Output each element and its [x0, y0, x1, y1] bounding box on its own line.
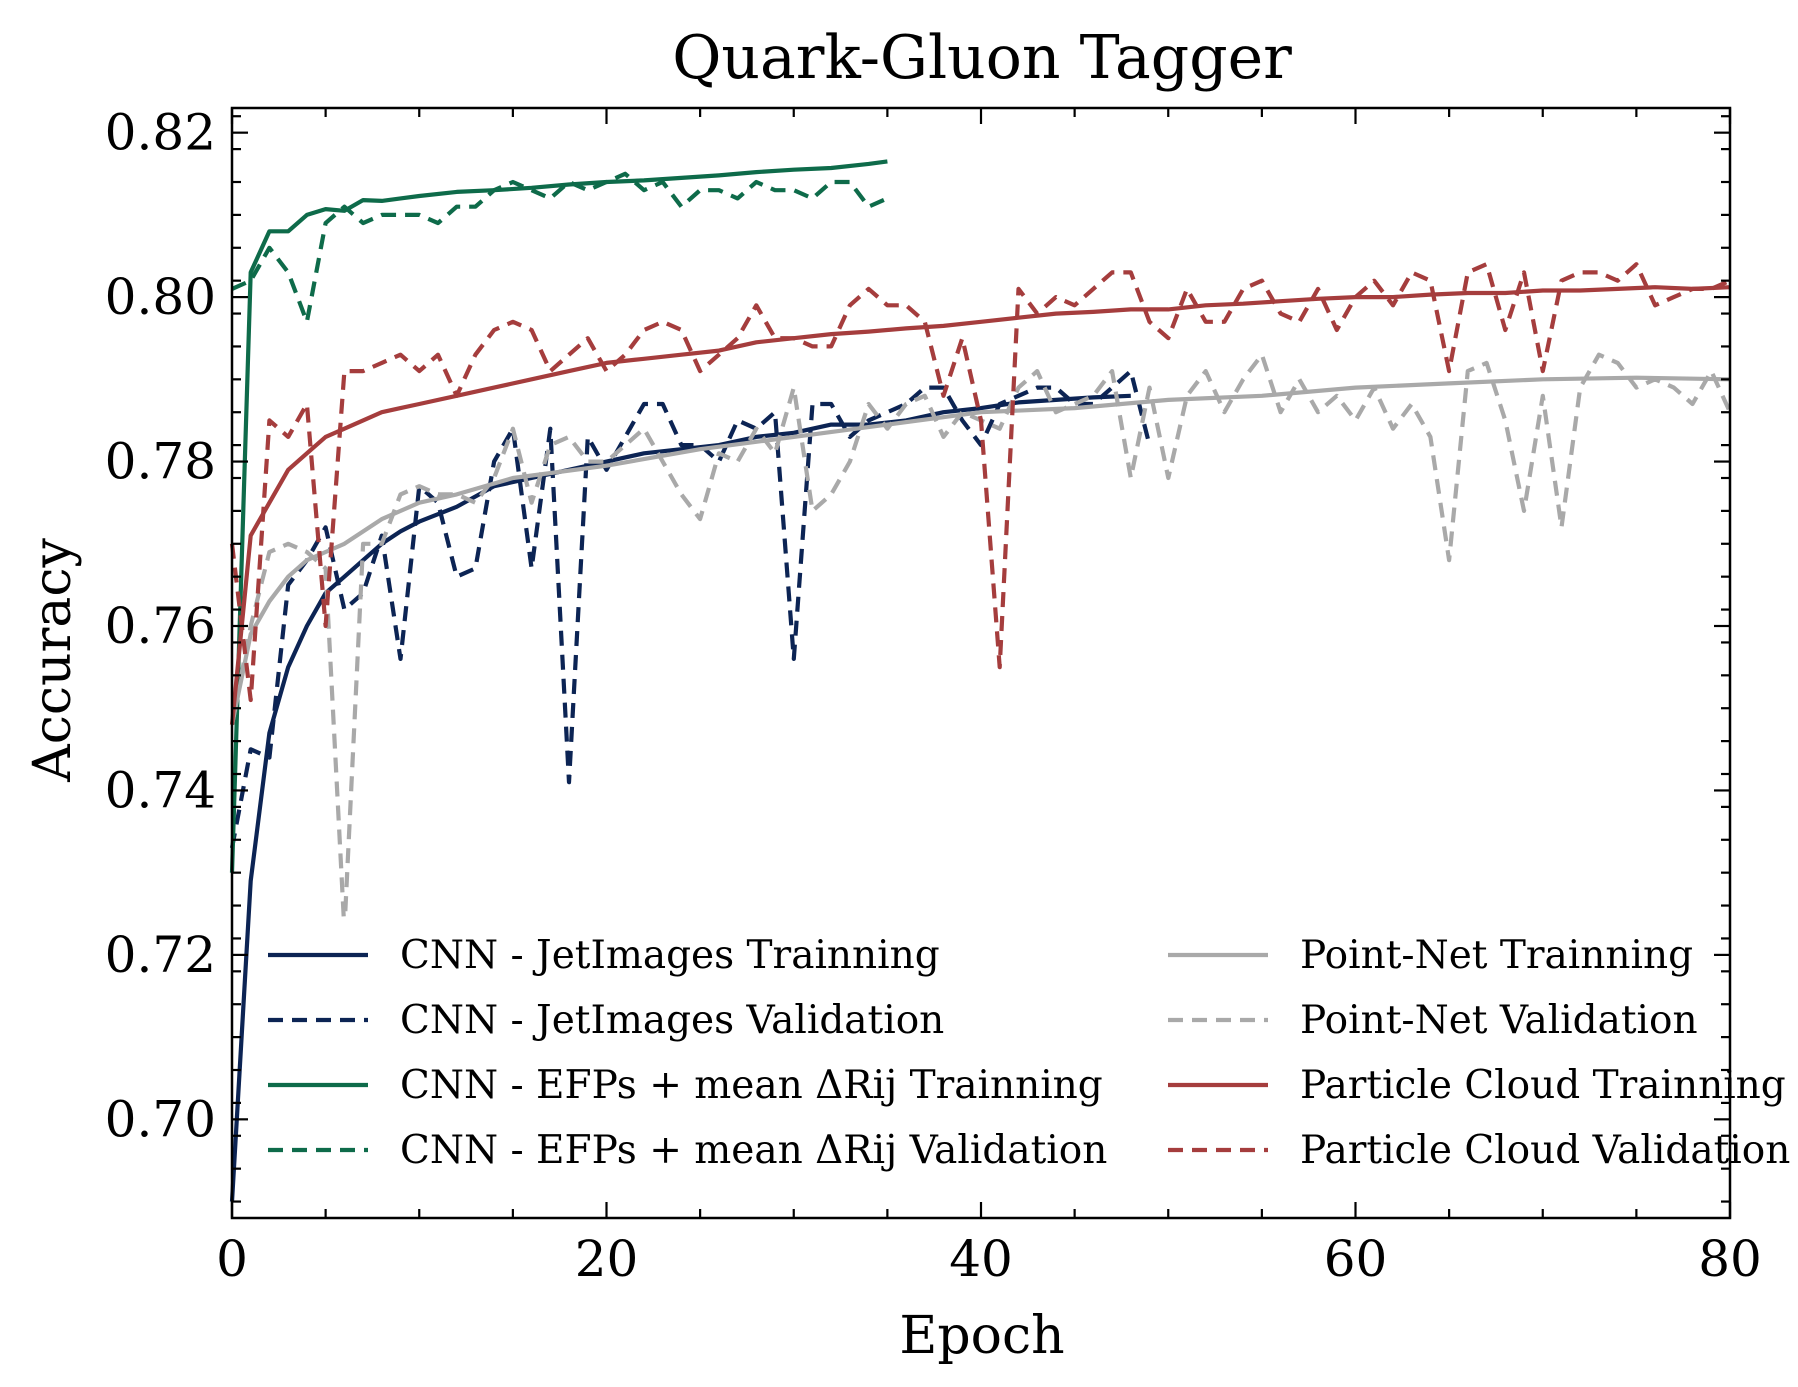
series-lines	[229, 159, 1732, 1202]
y-tick-label: 0.82	[105, 104, 216, 162]
legend-label-6: Point-Net Validation	[1300, 998, 1698, 1043]
legend-label-8: Particle Cloud Validation	[1300, 1128, 1790, 1173]
x-tick-label: 80	[1698, 1230, 1762, 1288]
x-axis-label: Epoch	[899, 1306, 1064, 1366]
x-tick-label: 60	[1324, 1230, 1388, 1288]
y-tick-label: 0.72	[105, 926, 216, 984]
series-line-6	[229, 352, 1732, 933]
tick-labels: 0 20 40 60 80 0.70 0.72 0.74 0.76 0.78 0.80 0.82	[105, 104, 1762, 1288]
legend: CNN - JetImages Trainning CNN - JetImages…	[268, 933, 1790, 1173]
y-tick-label: 0.70	[105, 1090, 216, 1148]
y-tick-label: 0.74	[105, 761, 216, 819]
series-line-8	[229, 262, 1731, 703]
y-axis-label: Accuracy	[23, 538, 83, 783]
legend-label-5: Point-Net Trainning	[1300, 933, 1693, 978]
series-line-3	[229, 159, 888, 873]
chart-title: Quark-Gluon Tagger	[672, 23, 1292, 93]
series-line-4	[231, 171, 889, 324]
legend-background	[255, 918, 1765, 1180]
y-tick-label: 0.80	[105, 268, 216, 326]
series-line-7	[229, 285, 1731, 725]
legend-label-7: Particle Cloud Trainning	[1300, 1063, 1786, 1108]
legend-label-1: CNN - JetImages Trainning	[400, 933, 940, 978]
legend-label-2: CNN - JetImages Validation	[400, 998, 944, 1043]
x-tick-label: 0	[216, 1230, 248, 1288]
y-tick-label: 0.78	[105, 433, 216, 491]
axis-ticks	[230, 108, 1732, 1218]
y-tick-label: 0.76	[105, 597, 216, 655]
series-line-5	[229, 375, 1731, 726]
x-tick-label: 40	[949, 1230, 1013, 1288]
x-tick-label: 20	[575, 1230, 639, 1288]
legend-label-4: CNN - EFPs + mean ΔRij Validation	[400, 1128, 1107, 1173]
legend-label-3: CNN - EFPs + mean ΔRij Trainning	[400, 1063, 1103, 1108]
